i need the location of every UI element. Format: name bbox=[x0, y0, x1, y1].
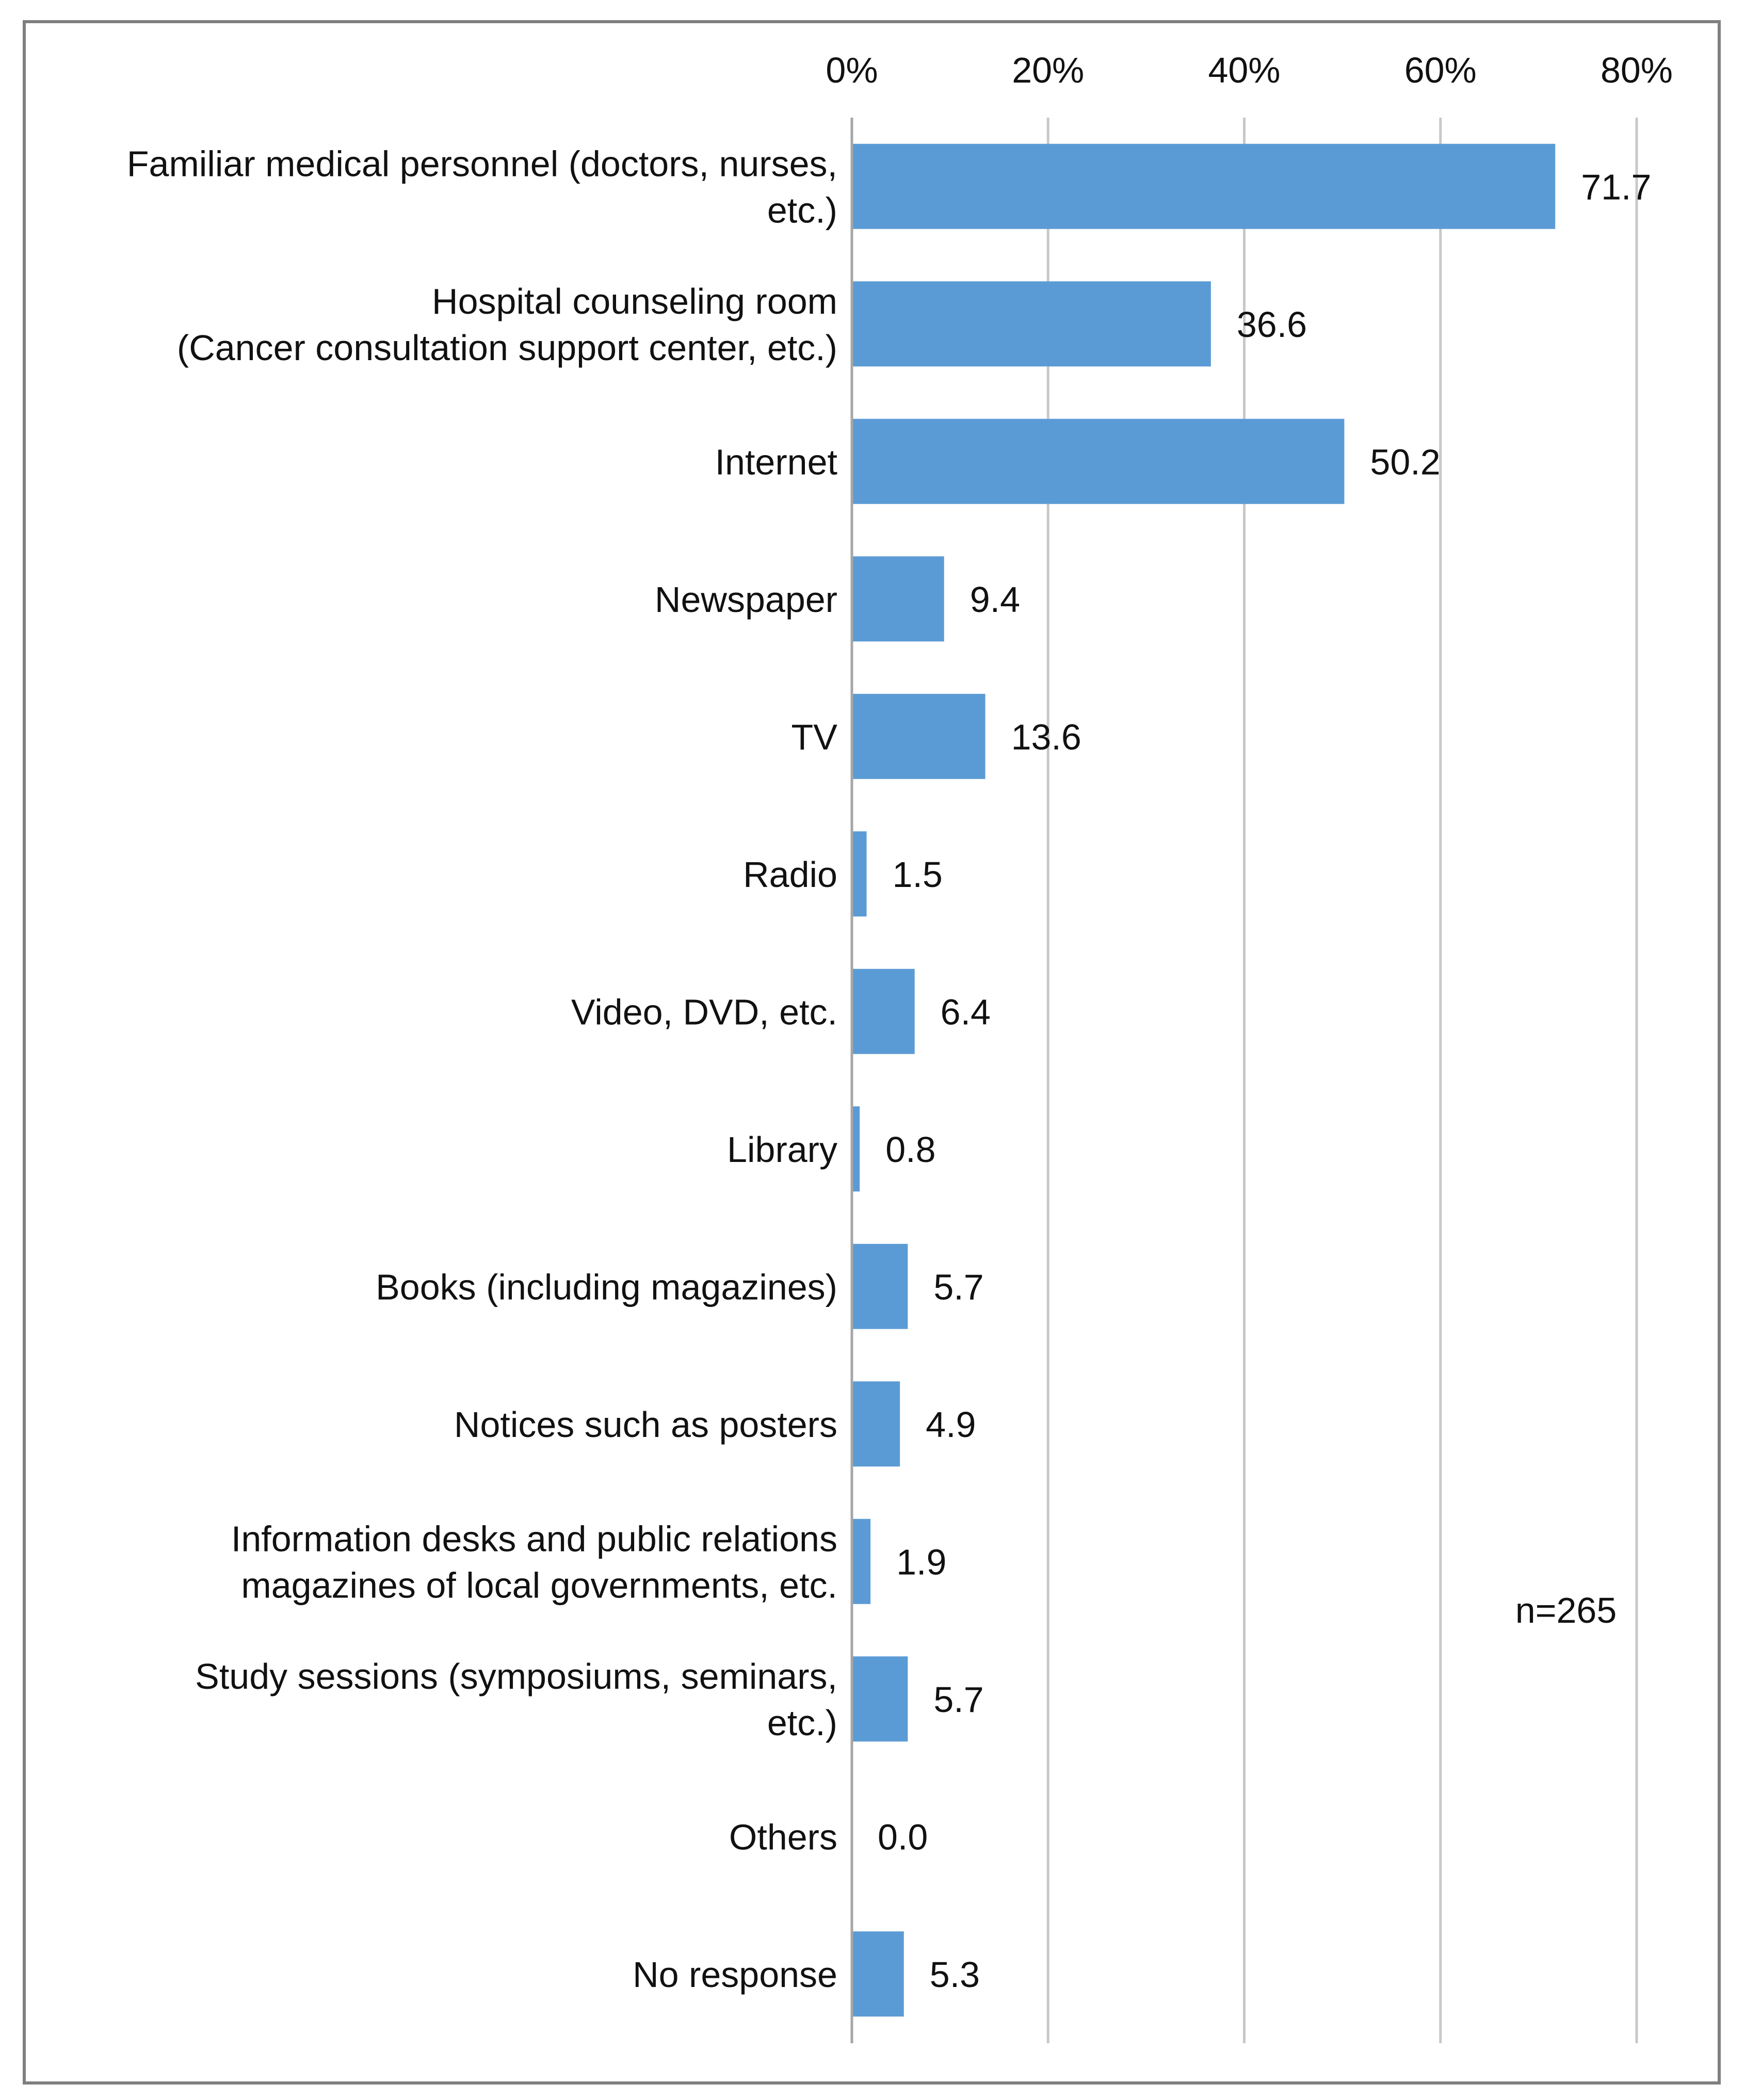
bar bbox=[852, 281, 1211, 367]
category-label-line: No response bbox=[633, 1954, 837, 1995]
bar bbox=[852, 1243, 908, 1329]
category-label-line: Newspaper bbox=[655, 579, 837, 620]
bar bbox=[852, 1106, 860, 1192]
data-label: 5.7 bbox=[933, 1679, 983, 1720]
x-tick-label: 0% bbox=[826, 50, 878, 90]
category-label-line: Books (including magazines) bbox=[376, 1267, 837, 1307]
bar bbox=[852, 693, 985, 779]
category-label: TV bbox=[791, 717, 838, 757]
category-label: Notices such as posters bbox=[454, 1404, 837, 1445]
x-tick-label: 80% bbox=[1601, 50, 1673, 90]
category-label-line: etc.) bbox=[767, 190, 837, 230]
category-label: Newspaper bbox=[655, 579, 837, 620]
category-label: Radio bbox=[743, 854, 837, 895]
category-label-line: etc.) bbox=[767, 1703, 837, 1743]
data-label: 4.9 bbox=[926, 1404, 976, 1445]
data-label: 36.6 bbox=[1237, 304, 1307, 345]
bar bbox=[852, 1519, 871, 1604]
bar bbox=[852, 418, 1345, 504]
category-label: Internet bbox=[715, 442, 837, 482]
category-label: Library bbox=[727, 1129, 837, 1170]
data-labels: 71.7 36.6 50.2 9.4 13.6 1.5 6.4 0.8 5.7 4.9 1.9 5.7… bbox=[878, 167, 1651, 1995]
category-label-line: Internet bbox=[715, 442, 837, 482]
category-label-line: Others bbox=[729, 1817, 837, 1857]
category-label-line: Study sessions (symposiums, seminars, bbox=[195, 1656, 837, 1697]
bar bbox=[852, 968, 915, 1054]
sample-size-note: n=265 bbox=[1515, 1590, 1617, 1630]
bar bbox=[852, 556, 944, 642]
x-tick-label: 40% bbox=[1208, 50, 1280, 90]
category-label-line: Library bbox=[727, 1129, 837, 1170]
category-label-line: Familiar medical personnel (doctors, nur… bbox=[127, 143, 837, 184]
category-label-line: TV bbox=[791, 717, 838, 757]
category-label-line: Hospital counseling room bbox=[432, 281, 837, 321]
category-label: Video, DVD, etc. bbox=[571, 992, 837, 1032]
x-axis-tick-labels: 0% 20% 40% 60% 80% bbox=[826, 50, 1673, 90]
data-label: 9.4 bbox=[970, 579, 1020, 620]
chart-border bbox=[23, 20, 1721, 2085]
category-label: Study sessions (symposiums, seminars, etc… bbox=[195, 1656, 837, 1743]
category-label-line: Radio bbox=[743, 854, 837, 895]
category-label: Familiar medical personnel (doctors, nur… bbox=[127, 143, 837, 230]
category-label-line: Notices such as posters bbox=[454, 1404, 837, 1445]
bars bbox=[852, 143, 1556, 2017]
bar bbox=[852, 143, 1556, 229]
bar bbox=[852, 831, 867, 917]
data-label: 0.8 bbox=[885, 1129, 935, 1170]
data-label: 6.4 bbox=[941, 992, 991, 1032]
category-label-line: (Cancer consultation support center, etc… bbox=[177, 328, 837, 368]
data-label: 5.7 bbox=[933, 1267, 983, 1307]
category-label-line: magazines of local governments, etc. bbox=[241, 1565, 837, 1605]
data-label: 0.0 bbox=[878, 1817, 928, 1857]
category-label: No response bbox=[633, 1954, 837, 1995]
category-label: Information desks and public relations ma… bbox=[231, 1519, 837, 1605]
data-label: 71.7 bbox=[1581, 167, 1651, 207]
bar bbox=[852, 1381, 900, 1467]
x-tick-label: 20% bbox=[1012, 50, 1084, 90]
data-label: 50.2 bbox=[1370, 442, 1440, 482]
category-label: Books (including magazines) bbox=[376, 1267, 837, 1307]
category-label: Others bbox=[729, 1817, 837, 1857]
data-label: 13.6 bbox=[1011, 717, 1081, 757]
data-label: 1.9 bbox=[896, 1542, 946, 1582]
category-label: Hospital counseling room (Cancer consulta… bbox=[177, 281, 837, 368]
data-label: 1.5 bbox=[893, 854, 943, 895]
bar bbox=[852, 1931, 904, 2017]
x-tick-label: 60% bbox=[1404, 50, 1477, 90]
bar bbox=[852, 1656, 908, 1742]
category-labels: Familiar medical personnel (doctors, nur… bbox=[127, 143, 838, 1995]
data-label: 5.3 bbox=[930, 1954, 980, 1995]
category-label-line: Video, DVD, etc. bbox=[571, 992, 837, 1032]
category-label-line: Information desks and public relations bbox=[231, 1519, 837, 1559]
